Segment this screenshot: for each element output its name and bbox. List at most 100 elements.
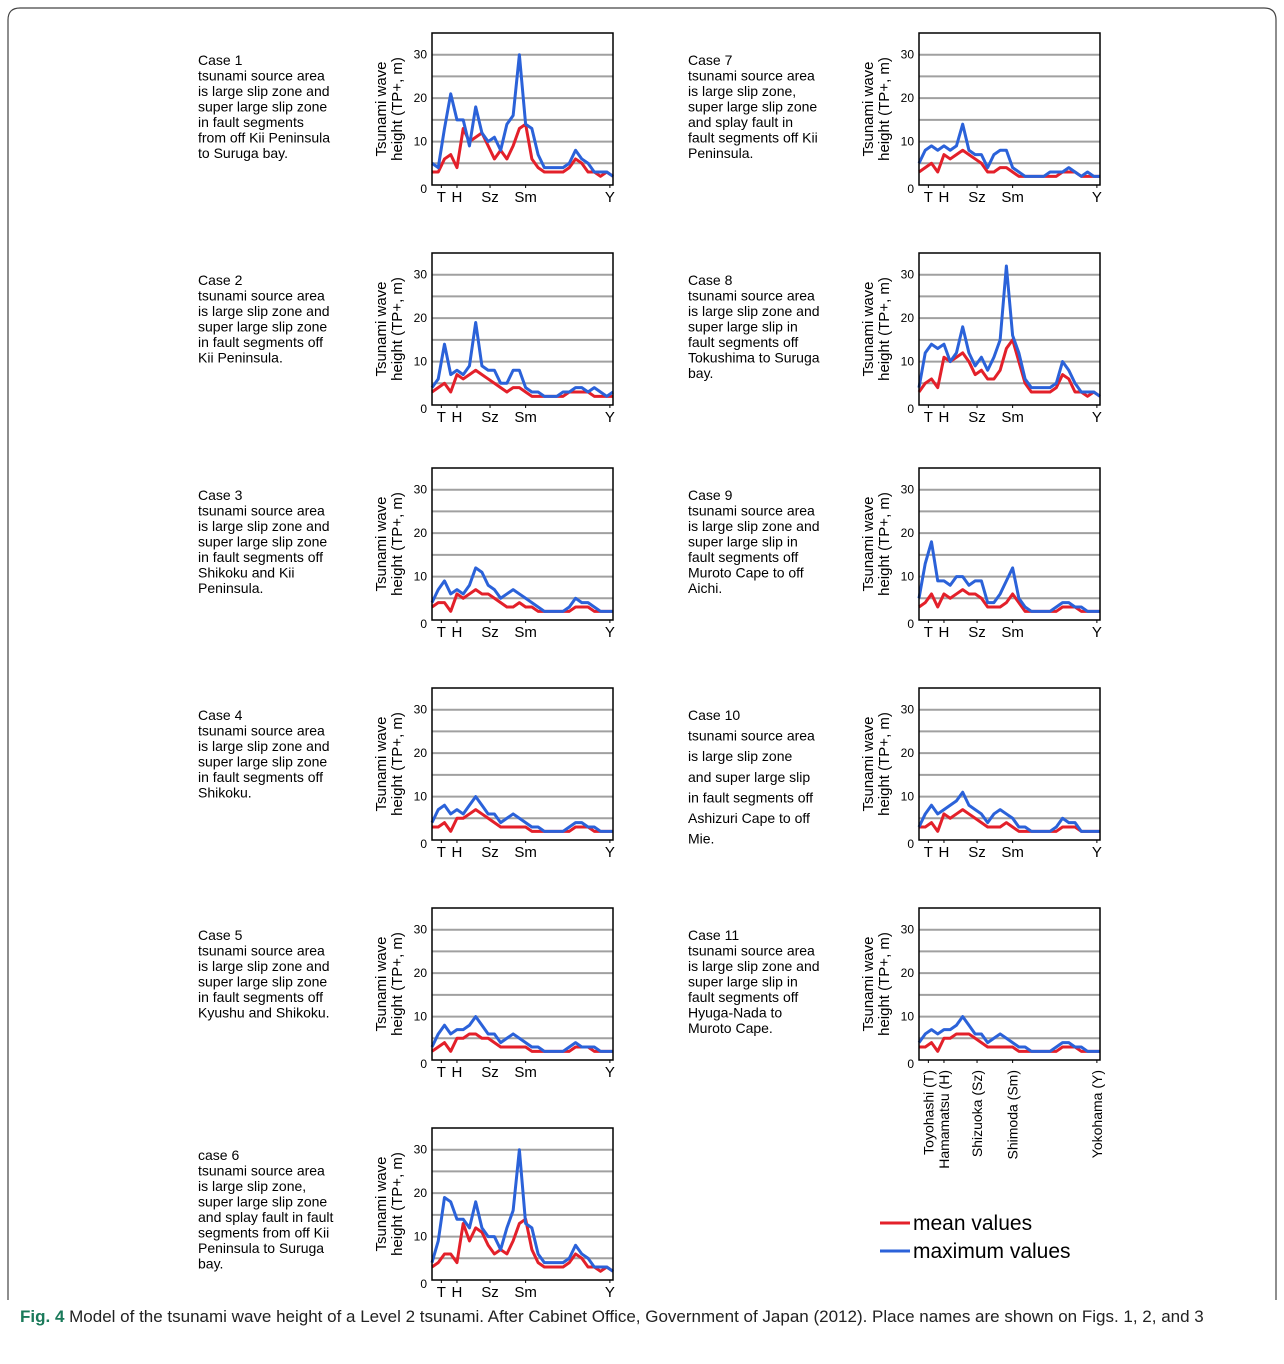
y-axis-label: Tsunami wave — [373, 496, 390, 591]
case-description: in fault segments off — [688, 789, 813, 805]
case-description: Peninsula. — [198, 580, 263, 596]
x-tick-label: H — [939, 409, 950, 426]
x-tick-label: Sz — [968, 844, 986, 861]
case-description: Case 10 — [688, 707, 740, 723]
x-tick-label: H — [939, 624, 950, 641]
plot-frame — [431, 32, 614, 186]
x-tick-label: T — [437, 409, 446, 426]
y-axis-label: height (TP+, m) — [389, 492, 406, 596]
x-tick-label: T — [924, 189, 933, 206]
case-description: in fault segments — [198, 114, 304, 130]
y-tick-label: 20 — [414, 746, 428, 760]
case-description: and super large slip — [688, 769, 810, 785]
series-line — [918, 588, 1100, 613]
y-tick-label: 10 — [901, 355, 915, 369]
y-tick-label: 20 — [414, 311, 428, 325]
x-tick-label: Sm — [1001, 844, 1024, 861]
x-tick-label: Y — [605, 624, 615, 641]
y-tick-label: 0 — [907, 837, 914, 851]
case-description: super large slip in — [688, 319, 798, 335]
x-tick-label: T — [924, 844, 933, 861]
case-description: is large slip zone, — [688, 83, 796, 99]
x-tick-label: Toyohashi (T) — [920, 1070, 936, 1155]
y-tick-label: 30 — [414, 483, 428, 497]
frame — [7, 7, 1277, 1300]
case-description: tsunami source area — [688, 943, 815, 959]
y-tick-label: 0 — [420, 1057, 427, 1071]
case-description: and splay fault in fault — [198, 1209, 334, 1225]
y-tick-label: 20 — [414, 91, 428, 105]
y-tick-label: 10 — [414, 135, 428, 149]
plot-frame — [918, 907, 1101, 1061]
case-description: tsunami source area — [198, 943, 325, 959]
series-line — [430, 1148, 614, 1273]
case-description: and splay fault in — [688, 114, 793, 130]
series-line — [431, 1032, 613, 1053]
case-description: is large slip zone, — [198, 1178, 306, 1194]
case-description: Case 3 — [198, 487, 243, 503]
y-axis-label: Tsunami wave — [860, 496, 877, 591]
x-tick-label: H — [452, 1284, 463, 1300]
case-description: is large slip zone and — [688, 958, 820, 974]
case-description: Muroto Cape to off — [688, 565, 804, 581]
case-description: tsunami source area — [688, 728, 815, 744]
case-description: Kyushu and Shikoku. — [198, 1005, 330, 1021]
x-tick-label: Shimoda (Sm) — [1005, 1070, 1021, 1159]
x-tick-label: Sm — [1001, 624, 1024, 641]
case-description: is large slip zone and — [198, 958, 330, 974]
series-line — [431, 53, 614, 178]
y-tick-label: 20 — [901, 526, 915, 540]
y-tick-label: 10 — [414, 355, 428, 369]
case-description: super large slip zone — [198, 319, 327, 335]
y-tick-label: 20 — [414, 1186, 428, 1200]
case-description: in fault segments off — [198, 334, 323, 350]
case-description: tsunami source area — [198, 68, 325, 84]
series-line — [430, 795, 613, 833]
plot-frame — [918, 32, 1101, 186]
x-tick-label: Shizuoka (Sz) — [969, 1070, 985, 1157]
case-description: Case 7 — [688, 52, 733, 68]
x-tick-label: Sz — [968, 624, 986, 641]
x-tick-label: Sm — [514, 189, 537, 206]
x-tick-label: Sz — [481, 409, 499, 426]
caption: Fig. 4 Model of the tsunami wave height … — [20, 1305, 1270, 1329]
x-tick-label: T — [437, 844, 446, 861]
plot-frame — [431, 907, 614, 1061]
series-line — [919, 1032, 1100, 1053]
case-description: Shikoku and Kii — [198, 565, 295, 581]
case-description: is large slip zone and — [198, 83, 330, 99]
x-tick-label: Sz — [968, 189, 986, 206]
x-tick-label: Sm — [514, 844, 537, 861]
x-tick-label: Sm — [514, 624, 537, 641]
case-description: segments from off Kii — [198, 1225, 329, 1241]
x-tick-label: H — [452, 844, 463, 861]
case-description: tsunami source area — [198, 723, 325, 739]
y-tick-label: 20 — [414, 526, 428, 540]
x-tick-label: T — [924, 409, 933, 426]
case-description: Case 11 — [688, 927, 739, 943]
case-description: Aichi. — [688, 580, 722, 596]
y-tick-label: 0 — [907, 617, 914, 631]
x-tick-label: H — [452, 1064, 463, 1081]
case-description: Muroto Cape. — [688, 1020, 773, 1036]
y-axis-label: height (TP+, m) — [876, 57, 893, 161]
y-tick-label: 0 — [420, 837, 427, 851]
y-tick-label: 10 — [901, 135, 915, 149]
plot-frame — [918, 467, 1101, 621]
series-line — [432, 122, 614, 178]
case-description: Mie. — [688, 831, 714, 847]
y-axis-label: Tsunami wave — [860, 936, 877, 1031]
y-axis-label: height (TP+, m) — [389, 277, 406, 381]
x-tick-label: Sz — [481, 844, 499, 861]
plot-frame — [918, 252, 1101, 406]
plot-frame — [431, 687, 614, 841]
series-line — [431, 588, 613, 613]
y-tick-label: 20 — [901, 311, 915, 325]
y-axis-label: Tsunami wave — [373, 61, 390, 156]
series-line — [917, 122, 1100, 178]
x-tick-label: Sm — [514, 1064, 537, 1081]
case-description: super large slip zone — [688, 99, 817, 115]
x-tick-label: Sz — [481, 1284, 499, 1300]
y-axis-label: Tsunami wave — [860, 281, 877, 376]
